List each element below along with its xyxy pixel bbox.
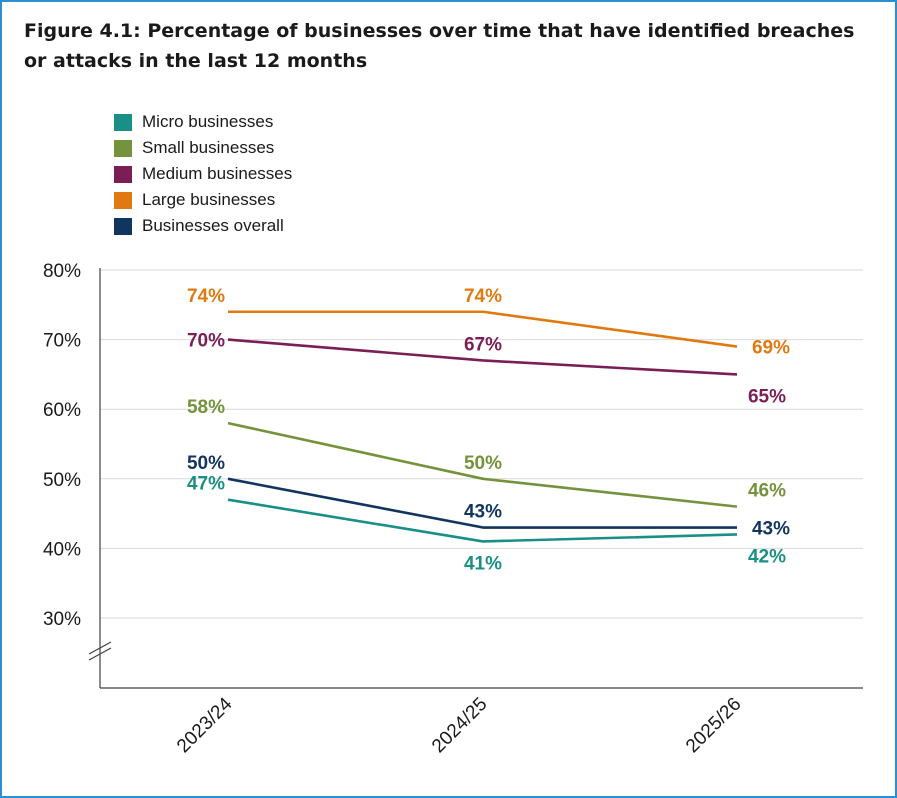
data-label: 58%	[187, 397, 225, 418]
y-tick-label: 60%	[43, 400, 81, 421]
data-label: 74%	[187, 286, 225, 307]
series-line-0	[227, 498, 738, 543]
series-line-2	[227, 338, 738, 376]
legend-item-large: Large businesses	[114, 187, 292, 213]
legend-label-overall: Businesses overall	[142, 216, 284, 235]
data-label: 65%	[748, 386, 786, 407]
legend-item-micro: Micro businesses	[114, 109, 292, 135]
legend-item-small: Small businesses	[114, 135, 292, 161]
legend: Micro businesses Small businesses Medium…	[114, 109, 292, 239]
data-label: 46%	[748, 481, 786, 502]
legend-label-large: Large businesses	[142, 190, 276, 209]
data-label: 43%	[464, 502, 502, 523]
y-tick-label: 70%	[43, 331, 81, 352]
y-tick-label: 40%	[43, 539, 81, 560]
data-label: 69%	[752, 338, 790, 359]
legend-swatch-micro	[114, 113, 132, 131]
y-tick-label: 50%	[43, 470, 81, 491]
axis-break-mark	[88, 647, 112, 661]
data-label: 41%	[464, 553, 502, 574]
x-tick-label: 2024/25	[428, 694, 491, 757]
chart-title: Figure 4.1: Percentage of businesses ove…	[24, 20, 855, 72]
series-line-3	[228, 310, 738, 348]
series-line-1	[227, 421, 738, 508]
data-label: 67%	[464, 334, 502, 355]
axis-break-mark	[88, 641, 112, 655]
y-tick-label: 80%	[43, 261, 81, 282]
data-label: 50%	[187, 453, 225, 474]
x-tick-label: 2023/24	[173, 693, 237, 757]
y-tick-label: 30%	[43, 609, 81, 630]
data-label: 50%	[464, 453, 502, 474]
data-label: 74%	[464, 286, 502, 307]
x-tick-label: 2025/26	[682, 694, 745, 757]
legend-label-micro: Micro businesses	[142, 112, 274, 131]
legend-swatch-medium	[114, 165, 132, 183]
legend-swatch-small	[114, 139, 132, 157]
data-label: 70%	[187, 331, 225, 352]
legend-swatch-large	[114, 191, 132, 209]
series-line-4	[227, 477, 737, 529]
data-label: 43%	[752, 519, 790, 540]
legend-swatch-overall	[114, 217, 132, 235]
legend-label-medium: Medium businesses	[142, 164, 293, 183]
data-label: 47%	[187, 474, 225, 495]
legend-item-overall: Businesses overall	[114, 213, 292, 239]
legend-item-medium: Medium businesses	[114, 161, 292, 187]
data-label: 42%	[748, 546, 786, 567]
legend-label-small: Small businesses	[142, 138, 275, 157]
